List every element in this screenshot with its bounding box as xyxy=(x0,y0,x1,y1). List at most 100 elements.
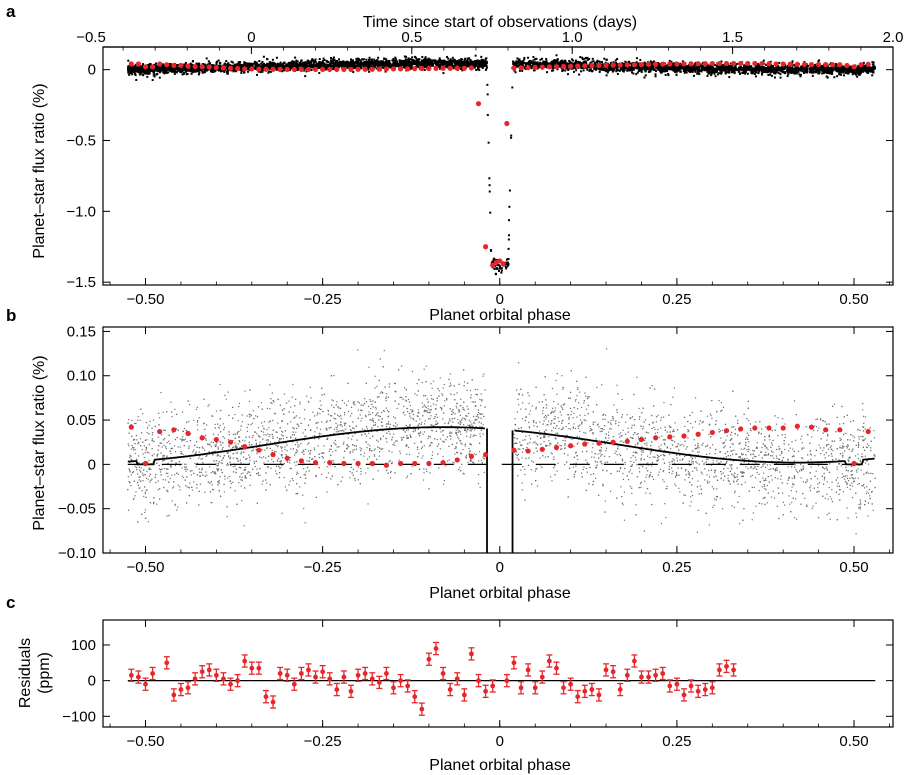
raw-point xyxy=(302,64,305,67)
raw-point xyxy=(759,67,762,70)
raw-point xyxy=(152,71,155,74)
raw-point xyxy=(274,63,277,66)
raw-point xyxy=(524,62,528,65)
raw-point xyxy=(276,62,279,65)
raw-point xyxy=(474,54,477,57)
binned-point xyxy=(341,66,347,72)
raw-point xyxy=(615,70,618,73)
raw-point xyxy=(332,58,335,61)
raw-point xyxy=(395,62,399,65)
raw-point xyxy=(703,66,706,69)
raw-point xyxy=(147,67,151,71)
raw-point xyxy=(848,66,852,70)
raw-point xyxy=(572,63,576,66)
binned-point xyxy=(681,61,687,67)
y-tick-label: 0.15 xyxy=(67,323,96,340)
raw-point xyxy=(527,60,531,64)
raw-point xyxy=(295,59,298,62)
x-tick-label: −0.25 xyxy=(304,291,342,308)
y-tick-label: −0.10 xyxy=(58,545,96,562)
panel-b-ylabel: Planet–star flux ratio (%) xyxy=(31,355,48,530)
raw-point xyxy=(706,67,710,70)
raw-point xyxy=(276,64,279,68)
binned-point xyxy=(603,62,609,68)
raw-point xyxy=(524,63,528,66)
raw-point xyxy=(207,60,210,63)
raw-point xyxy=(336,59,339,62)
raw-point xyxy=(744,71,747,74)
raw-point xyxy=(362,63,365,66)
raw-point xyxy=(478,69,481,72)
raw-point xyxy=(765,64,768,67)
raw-point xyxy=(296,60,299,63)
raw-point xyxy=(529,61,532,65)
binned-point xyxy=(525,65,531,71)
raw-point xyxy=(311,64,314,67)
raw-point xyxy=(695,67,698,71)
raw-point xyxy=(473,64,476,67)
raw-point xyxy=(338,62,342,66)
raw-point xyxy=(783,67,786,70)
raw-point xyxy=(644,74,647,77)
binned-point xyxy=(553,64,560,70)
raw-point xyxy=(303,63,306,66)
raw-point xyxy=(569,61,572,64)
raw-point xyxy=(159,68,162,71)
raw-point xyxy=(806,69,809,72)
raw-point xyxy=(685,65,688,68)
raw-point xyxy=(325,60,328,63)
raw-point xyxy=(302,66,306,70)
binned-point xyxy=(808,61,815,68)
raw-point xyxy=(394,62,397,65)
raw-point xyxy=(787,73,790,76)
raw-point xyxy=(871,63,874,66)
raw-point xyxy=(594,67,597,70)
raw-point xyxy=(425,58,428,61)
raw-point xyxy=(307,61,310,65)
raw-point xyxy=(411,61,414,64)
raw-point xyxy=(649,60,652,63)
raw-point xyxy=(664,73,667,76)
raw-point xyxy=(184,61,187,64)
raw-point xyxy=(343,64,346,68)
raw-point xyxy=(305,63,308,66)
raw-point xyxy=(330,56,333,59)
raw-point xyxy=(422,65,426,69)
raw-point xyxy=(541,57,544,60)
raw-point xyxy=(816,65,819,69)
raw-point xyxy=(398,60,402,63)
raw-point xyxy=(460,58,463,61)
raw-point xyxy=(328,64,331,68)
binned-point xyxy=(787,61,793,67)
x-tick-label: 0.50 xyxy=(839,291,868,308)
raw-point xyxy=(441,61,444,65)
raw-point xyxy=(679,62,682,65)
raw-point xyxy=(356,62,359,65)
raw-point xyxy=(438,60,441,63)
raw-point xyxy=(288,69,291,72)
raw-point xyxy=(232,70,235,73)
raw-point xyxy=(495,273,498,276)
raw-point xyxy=(480,58,483,61)
panel-c-xlabel: Planet orbital phase xyxy=(429,757,571,774)
raw-point xyxy=(615,65,619,69)
raw-point xyxy=(458,65,461,68)
raw-point xyxy=(480,60,484,64)
raw-point xyxy=(736,68,739,72)
binned-point xyxy=(801,61,808,68)
raw-point xyxy=(556,59,559,63)
raw-point xyxy=(645,65,649,69)
raw-point xyxy=(677,69,681,72)
raw-point xyxy=(241,64,244,67)
raw-point xyxy=(233,68,237,72)
raw-point xyxy=(649,70,652,73)
raw-point xyxy=(402,61,405,65)
raw-point xyxy=(720,71,723,74)
raw-point xyxy=(325,67,329,71)
raw-point xyxy=(634,66,637,69)
binned-point xyxy=(305,66,312,72)
raw-point xyxy=(300,59,303,62)
raw-point xyxy=(388,59,391,63)
raw-point xyxy=(755,66,759,70)
raw-point xyxy=(304,66,308,70)
